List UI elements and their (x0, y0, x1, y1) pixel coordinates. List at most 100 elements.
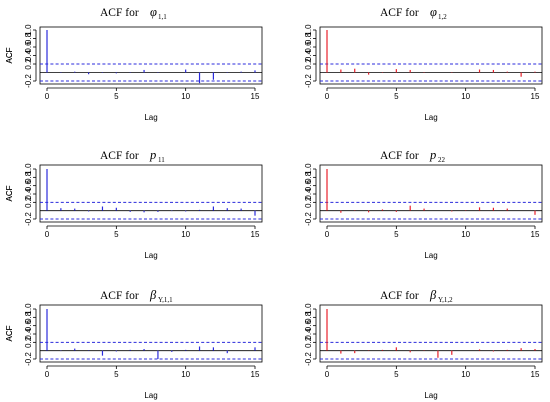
y-tick-label: 0.6 (24, 320, 33, 332)
plot-frame (39, 26, 263, 85)
y-tick-label: 0.2 (24, 58, 33, 70)
x-tick-label: 5 (114, 92, 119, 101)
x-tick-label: 0 (45, 92, 50, 101)
y-tick-label: 0.4 (304, 49, 313, 61)
x-tick-label: 5 (394, 230, 399, 239)
y-tick-label: 0.6 (304, 41, 313, 53)
x-tick-label: 10 (181, 370, 190, 379)
panel-title-subscript: 1,2 (438, 13, 447, 21)
y-tick-label: 0.8 (304, 311, 313, 323)
y-tick-label: 0.2 (304, 196, 313, 208)
y-tick-label: 0.6 (24, 41, 33, 53)
x-axis-label: Lag (144, 113, 157, 122)
x-axis-label: Lag (144, 251, 157, 260)
y-tick-label: -0.2 (304, 74, 313, 88)
x-tick-label: 10 (461, 230, 470, 239)
y-tick-label: 0.4 (24, 328, 33, 340)
panel-title-symbol: β (149, 288, 157, 302)
x-tick-label: 5 (394, 92, 399, 101)
y-tick-label: 0.4 (304, 188, 313, 200)
x-tick-label: 5 (114, 370, 119, 379)
x-tick-label: 10 (461, 370, 470, 379)
y-tick-label: -0.2 (24, 212, 33, 226)
plot-frame (319, 164, 543, 223)
y-tick-label: 0.6 (24, 180, 33, 192)
x-tick-label: 10 (461, 92, 470, 101)
x-tick-label: 15 (251, 370, 260, 379)
x-axis-label: Lag (424, 391, 437, 400)
panel-title: ACF for (380, 290, 419, 302)
y-tick-label: 0.4 (24, 188, 33, 200)
y-tick-label: 0.4 (24, 49, 33, 61)
x-tick-label: 5 (394, 370, 399, 379)
y-axis-label: ACF (5, 47, 14, 63)
y-axis-label: ACF (5, 47, 14, 63)
acf-panel-5: ACF for β Y,1,1 -0.2 0.20.40.60.81.0 ACF 0 5 10 1… (5, 288, 263, 400)
panel-title: ACF for (380, 150, 419, 162)
y-tick-label: 1.0 (304, 163, 313, 175)
panel-title-subscript: 11 (158, 156, 165, 164)
y-axis-label: ACF (5, 325, 14, 341)
x-tick-label: 15 (251, 230, 260, 239)
y-tick-label: 0.8 (24, 171, 33, 183)
y-tick-label: 0.2 (24, 196, 33, 208)
x-axis-label: Lag (424, 251, 437, 260)
y-axis-label: ACF (5, 185, 14, 201)
y-tick-label: 0.4 (304, 328, 313, 340)
x-tick-label: 0 (325, 92, 330, 101)
panel-title: ACF for (100, 7, 139, 19)
y-tick-label: 1.0 (304, 303, 313, 315)
panel-title-subscript: Y,1,1 (158, 296, 173, 304)
x-tick-label: 5 (114, 230, 119, 239)
y-tick-label: 0.2 (304, 336, 313, 348)
x-tick-label: 15 (531, 230, 540, 239)
y-tick-label: 1.0 (24, 24, 33, 36)
y-tick-label: 0.6 (304, 320, 313, 332)
panel-title-symbol: φ (430, 5, 437, 19)
x-axis-label: Lag (424, 113, 437, 122)
x-axis-label: Lag (144, 391, 157, 400)
x-tick-label: 15 (531, 370, 540, 379)
panel-title-subscript: 22 (438, 156, 446, 164)
y-tick-label: 1.0 (24, 303, 33, 315)
acf-panel-1: ACF for φ 1,1 -0.2 0.20.40.60.81.0 ACF 0 5 10 15 L… (5, 5, 263, 122)
x-tick-label: 0 (45, 370, 50, 379)
panel-title-symbol: β (429, 288, 437, 302)
plot-frame (39, 164, 263, 223)
y-tick-label: 0.2 (304, 58, 313, 70)
panel-title: ACF for (100, 150, 139, 162)
plot-frame (39, 304, 263, 363)
y-axis-label: ACF (5, 325, 14, 341)
panel-title: ACF for (100, 290, 139, 302)
x-tick-label: 0 (45, 230, 50, 239)
panel-title-symbol: φ (150, 5, 157, 19)
plot-frame (319, 304, 543, 363)
x-tick-label: 15 (531, 92, 540, 101)
panel-title-symbol: p (429, 148, 436, 162)
y-tick-label: 1.0 (24, 163, 33, 175)
y-tick-label: 1.0 (304, 24, 313, 36)
panel-title-subscript: 1,1 (158, 13, 167, 21)
plot-frame (319, 26, 543, 85)
x-tick-label: 0 (325, 370, 330, 379)
y-tick-label: 0.8 (24, 32, 33, 44)
panel-title-symbol: p (149, 148, 156, 162)
y-axis-label: ACF (5, 185, 14, 201)
y-tick-label: -0.2 (24, 74, 33, 88)
y-tick-label: 0.6 (304, 180, 313, 192)
x-tick-label: 10 (181, 92, 190, 101)
x-tick-label: 0 (325, 230, 330, 239)
y-tick-label: -0.2 (304, 352, 313, 366)
y-tick-label: 0.8 (304, 32, 313, 44)
x-tick-label: 10 (181, 230, 190, 239)
panel-title-subscript: Y,1,2 (438, 296, 453, 304)
panel-title: ACF for (380, 7, 419, 19)
y-tick-label: -0.2 (24, 352, 33, 366)
y-tick-label: 0.2 (24, 336, 33, 348)
y-tick-label: 0.8 (304, 171, 313, 183)
x-tick-label: 15 (251, 92, 260, 101)
